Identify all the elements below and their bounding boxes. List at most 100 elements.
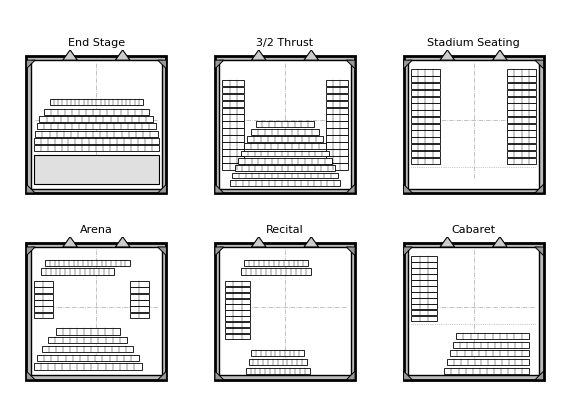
Bar [507,117,536,123]
Bar [34,306,52,312]
Bar [39,116,153,122]
Bar [233,173,337,178]
Bar [222,107,244,114]
Title: Arena: Arena [80,225,113,235]
Bar [230,180,340,186]
Bar [36,355,139,361]
Bar [225,287,250,292]
Polygon shape [347,60,355,69]
Bar [507,131,536,137]
Bar [326,94,348,100]
Polygon shape [158,247,166,256]
Bar [411,151,440,157]
Polygon shape [215,371,223,380]
Bar [507,144,536,150]
Bar [225,328,250,333]
Bar [244,260,308,266]
Bar [130,313,149,319]
Bar [507,103,536,109]
Polygon shape [535,184,544,193]
Bar [225,334,250,339]
Polygon shape [535,247,544,256]
Polygon shape [63,237,78,247]
Bar [34,145,159,151]
Polygon shape [26,371,35,380]
Polygon shape [404,247,412,256]
Bar [225,310,250,316]
Bar [411,298,437,304]
Bar [507,110,536,116]
Bar [235,165,335,171]
Polygon shape [26,247,35,256]
Bar [219,247,351,375]
Bar [408,247,539,375]
Bar [41,268,114,275]
Bar [222,114,244,121]
Polygon shape [251,237,266,247]
Bar [411,124,440,130]
Bar [222,135,244,142]
Polygon shape [215,247,223,256]
Bar [411,97,440,103]
Bar [34,155,159,184]
Title: Stadium Seating: Stadium Seating [428,38,520,48]
Bar [411,304,437,310]
Bar [222,142,244,149]
Bar [326,80,348,86]
Bar [247,136,323,142]
Bar [326,163,348,170]
Bar [225,293,250,298]
Bar [222,121,244,128]
Bar [241,151,329,156]
Bar [507,90,536,96]
Polygon shape [26,184,35,193]
Bar [507,151,536,157]
Bar [42,346,133,352]
Polygon shape [347,247,355,256]
Bar [507,158,536,164]
Bar [411,274,437,280]
Polygon shape [404,371,412,380]
Bar [326,121,348,128]
Bar [507,76,536,82]
Polygon shape [440,50,455,60]
Bar [507,97,536,103]
Bar [34,287,52,293]
Title: End Stage: End Stage [68,38,125,48]
Bar [241,268,311,275]
Polygon shape [492,237,507,247]
Bar [411,110,440,116]
Bar [326,149,348,156]
Polygon shape [63,50,78,60]
Bar [222,163,244,170]
Bar [130,300,149,306]
Polygon shape [158,371,166,380]
Bar [225,281,250,286]
Bar [326,142,348,149]
Bar [130,287,149,293]
Bar [222,101,244,107]
Bar [326,101,348,107]
Title: 3/2 Thrust: 3/2 Thrust [256,38,314,48]
Bar [222,87,244,93]
Bar [222,156,244,163]
Bar [34,294,52,300]
Bar [222,80,244,86]
Bar [507,69,536,76]
Bar [251,129,319,135]
Polygon shape [404,184,412,193]
Bar [507,124,536,130]
Bar [411,292,437,297]
Title: Recital: Recital [266,225,304,235]
Polygon shape [492,50,507,60]
Bar [225,299,250,304]
Polygon shape [535,371,544,380]
Bar [55,328,120,334]
Title: Cabaret: Cabaret [451,225,496,235]
Bar [411,280,437,286]
Bar [326,135,348,142]
Polygon shape [115,50,130,60]
Bar [411,103,440,109]
Bar [447,359,529,365]
Bar [222,149,244,156]
